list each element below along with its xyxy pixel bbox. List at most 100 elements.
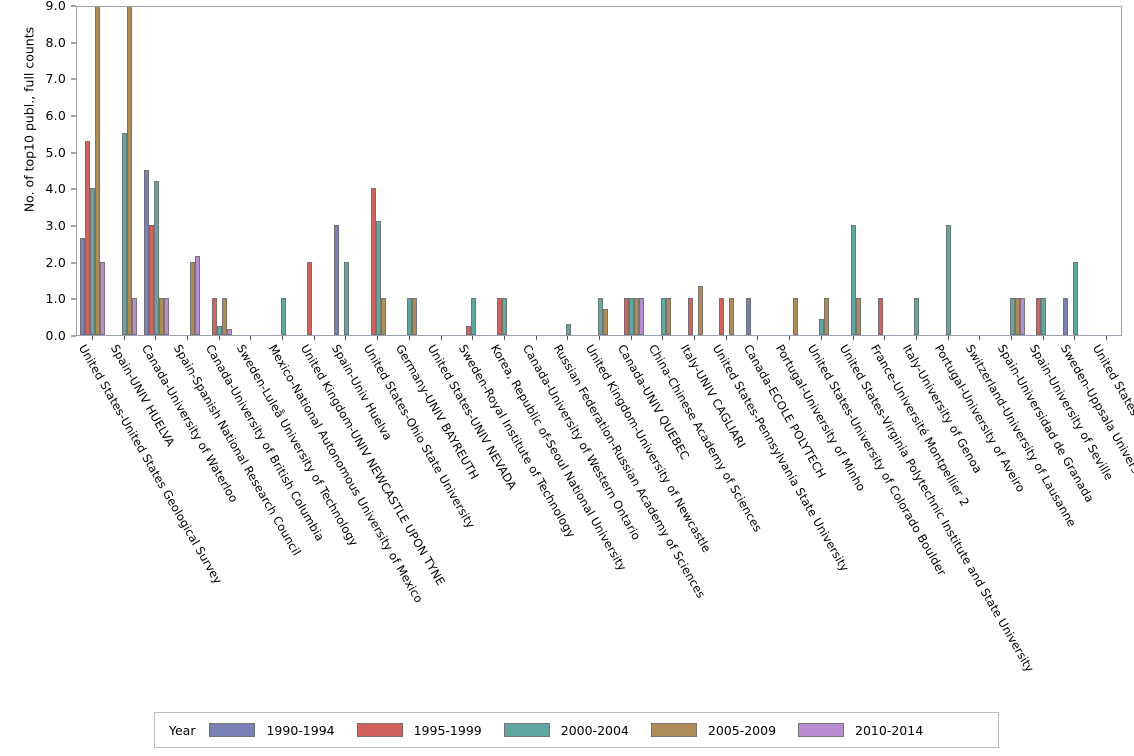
y-axis-tick-label: 2.0 — [45, 254, 66, 270]
y-axis-tick-label: 0.0 — [45, 327, 66, 343]
x-axis-tick-mark — [820, 336, 822, 340]
bar — [1062, 298, 1068, 335]
bar — [143, 170, 149, 335]
y-axis-tick-label: 8.0 — [45, 34, 66, 50]
bar — [412, 298, 418, 335]
bar — [697, 286, 703, 335]
y-axis-tick-mark — [71, 262, 76, 264]
legend: Year 1990-1994 1995-1999 2000-2004 2005-200… — [154, 712, 999, 748]
x-axis-tick-mark — [91, 336, 93, 340]
bar — [307, 261, 313, 335]
x-axis-tick-mark — [1074, 336, 1076, 340]
x-axis-tick-mark — [757, 336, 759, 340]
bar — [824, 298, 830, 335]
x-axis-tick-mark — [345, 336, 347, 340]
bar — [502, 298, 508, 335]
legend-label: 2010-2014 — [855, 722, 924, 738]
bar — [95, 7, 101, 335]
bar — [195, 256, 201, 335]
bar — [1019, 298, 1025, 335]
legend-swatch — [356, 723, 403, 737]
bar — [729, 298, 735, 335]
bar — [1014, 298, 1020, 335]
bar — [597, 298, 603, 335]
legend-item[interactable]: 2005-2009 — [650, 722, 777, 738]
plot-area — [77, 7, 1121, 335]
x-axis-tick-mark — [408, 336, 410, 340]
bar — [148, 225, 154, 335]
bar — [634, 298, 640, 335]
x-axis-tick-mark — [947, 336, 949, 340]
bar — [122, 133, 128, 335]
bar — [190, 261, 196, 335]
bar — [222, 298, 228, 335]
bar — [407, 298, 413, 335]
bar — [217, 325, 223, 335]
y-axis-tick-label: 5.0 — [45, 144, 66, 160]
x-axis-tick-mark — [979, 336, 981, 340]
bar — [565, 324, 571, 335]
x-axis-tick-mark — [377, 336, 379, 340]
x-axis-tick-label: Canada-University of British Columbia — [202, 342, 327, 544]
y-axis-tick-label: 9.0 — [45, 0, 66, 13]
bar — [877, 298, 883, 335]
bar — [639, 298, 645, 335]
bar — [380, 298, 386, 335]
bar — [946, 225, 952, 335]
y-axis-title: No. of top10 publ., full counts — [21, 26, 37, 213]
x-axis-tick-mark — [1106, 336, 1108, 340]
legend-item[interactable]: 2010-2014 — [798, 723, 923, 738]
y-axis-tick-label: 3.0 — [45, 217, 66, 233]
y-axis-tick-mark — [71, 152, 76, 154]
x-axis-tick-mark — [250, 336, 252, 340]
y-axis-tick-mark — [71, 298, 76, 300]
bar — [100, 261, 106, 335]
legend-title: Year — [169, 722, 196, 738]
legend-item[interactable]: 1990-1994 — [209, 722, 335, 738]
bar — [227, 328, 233, 335]
bar — [158, 298, 164, 335]
bar — [745, 298, 751, 335]
bar — [856, 298, 862, 335]
x-axis-tick-mark — [535, 336, 537, 340]
bar — [153, 181, 159, 335]
y-axis-tick-label: 7.0 — [45, 71, 66, 87]
legend-item[interactable]: 2000-2004 — [503, 723, 629, 738]
bar — [687, 298, 693, 335]
legend-label: 2005-2009 — [707, 722, 777, 738]
x-axis-tick-mark — [694, 336, 696, 340]
bar — [914, 298, 920, 335]
bar — [819, 318, 825, 335]
bar — [1041, 298, 1047, 335]
bar — [90, 188, 96, 335]
plot-frame — [76, 6, 1122, 336]
y-axis-tick-mark — [71, 42, 76, 44]
y-axis-tick-mark — [71, 5, 76, 7]
x-axis-tick-mark — [1011, 336, 1013, 340]
x-axis-tick-mark — [503, 336, 505, 340]
y-axis-tick-mark — [71, 225, 76, 227]
x-axis-tick-mark — [915, 336, 917, 340]
x-axis-tick-mark — [567, 336, 569, 340]
bar — [163, 298, 169, 335]
x-axis-tick-mark — [282, 336, 284, 340]
legend-swatch — [798, 723, 845, 737]
x-axis-labels: United States-United States Geological S… — [0, 336, 1134, 696]
legend-item[interactable]: 1995-1999 — [356, 723, 482, 738]
bar — [792, 298, 798, 335]
x-axis-tick-mark — [662, 336, 664, 340]
bar — [470, 298, 476, 335]
x-axis-tick-mark — [884, 336, 886, 340]
y-axis-tick-mark — [71, 335, 76, 337]
bar — [465, 325, 471, 335]
y-axis-tick-mark — [71, 115, 76, 117]
legend-swatch — [503, 723, 550, 737]
y-axis-tick-mark — [71, 78, 76, 80]
legend-swatch — [209, 723, 256, 737]
x-axis-tick-mark — [218, 336, 220, 340]
bar — [660, 298, 666, 335]
legend-label: 1990-1994 — [266, 722, 335, 738]
bar — [280, 298, 286, 335]
y-axis-tick-label: 4.0 — [45, 181, 66, 197]
